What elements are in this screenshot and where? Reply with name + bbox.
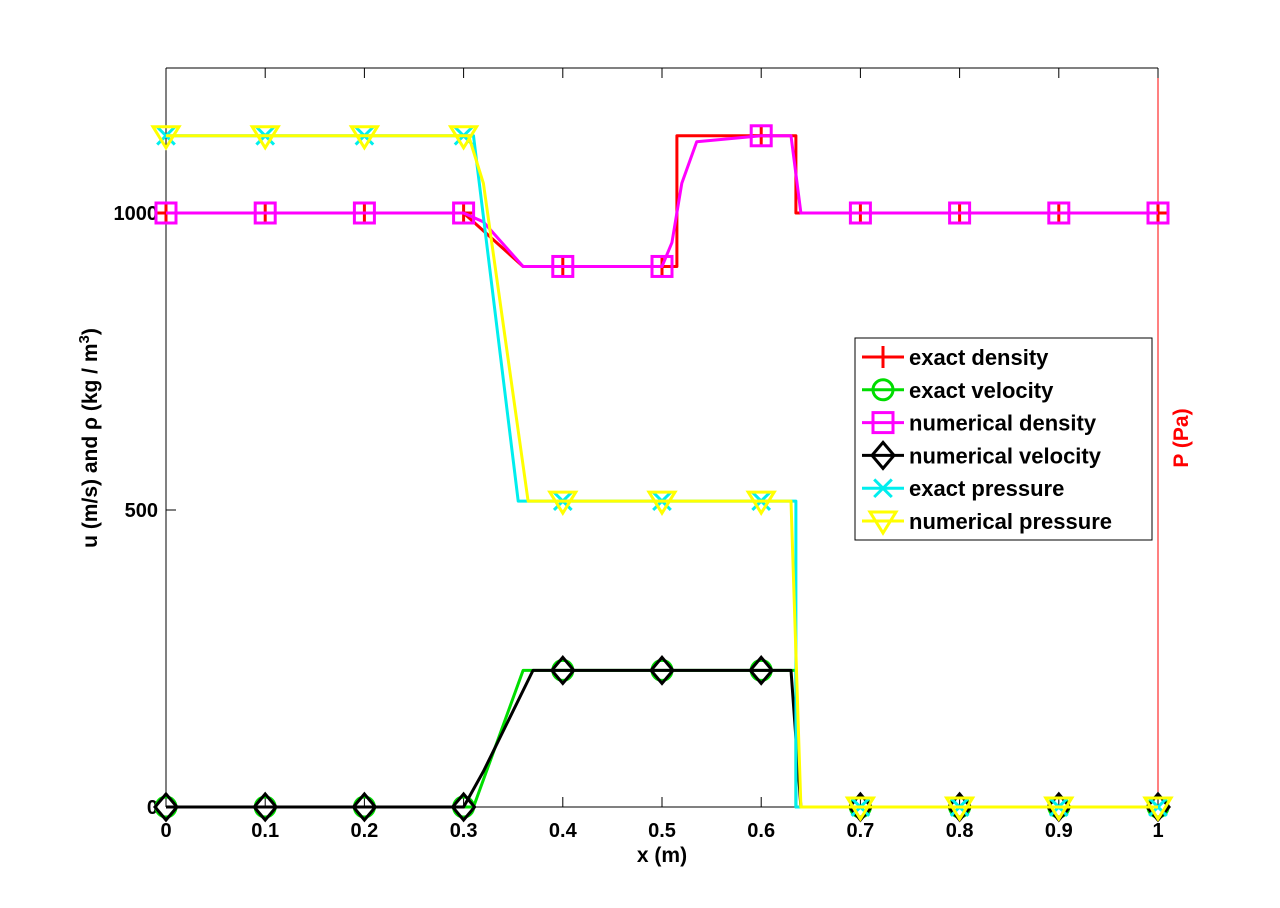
data-marker — [153, 791, 179, 823]
series-numerical-density — [154, 124, 1170, 278]
data-marker — [547, 490, 579, 516]
data-marker — [452, 201, 476, 225]
x-tick-label: 0.4 — [549, 820, 578, 842]
x-tick-label: 0.1 — [251, 820, 279, 842]
data-marker — [1142, 796, 1174, 822]
x-tick-label: 0.5 — [648, 820, 676, 842]
data-marker — [745, 490, 777, 516]
legend-label: numerical pressure — [909, 509, 1112, 534]
legend: exact density exact velocity numerical den… — [854, 337, 1153, 541]
data-marker — [873, 478, 893, 499]
data-marker — [867, 510, 899, 536]
data-marker — [646, 490, 678, 516]
legend-item: numerical pressure — [862, 509, 1112, 536]
x-tick-label: 0.3 — [450, 820, 478, 842]
legend-label: exact density — [909, 345, 1049, 370]
legend-item: exact density — [862, 345, 1049, 370]
y-axis-label-left-main: u (m/s) and ρ (kg / m — [79, 344, 102, 548]
legend-item: numerical velocity — [862, 440, 1102, 471]
data-marker — [348, 125, 381, 151]
y-axis-label-left-sup: 3 — [76, 335, 93, 343]
y-axis-label-left: u (m/s) and ρ (kg / m3) — [76, 328, 102, 548]
x-tick-label: 0.6 — [747, 820, 775, 842]
x-tick-label: 1 — [1152, 820, 1163, 842]
data-marker — [748, 655, 775, 686]
series-numerical-pressure — [150, 125, 1174, 822]
legend-label: numerical velocity — [909, 443, 1102, 468]
data-marker — [549, 655, 576, 686]
x-tick-label: 0.9 — [1045, 820, 1073, 842]
data-marker — [649, 655, 675, 686]
x-tick-label: 0.7 — [846, 820, 874, 842]
data-marker — [450, 791, 477, 823]
y-ticks: 0 500 1000 — [114, 203, 176, 819]
data-marker — [1146, 201, 1170, 225]
data-marker — [252, 791, 279, 823]
data-marker — [154, 201, 178, 225]
y-axis-label-left-group: u (m/s) and ρ (kg / m3) — [76, 328, 102, 548]
data-marker — [150, 125, 182, 151]
y-axis-label-right: P (Pa) — [1170, 408, 1193, 467]
data-marker — [871, 378, 895, 402]
legend-item: numerical density — [862, 411, 1097, 436]
data-marker — [848, 201, 872, 225]
data-marker — [351, 791, 378, 823]
series-line — [166, 134, 1158, 268]
data-marker — [253, 201, 277, 225]
legend-item: exact velocity — [862, 378, 1054, 403]
legend-item: exact pressure — [862, 476, 1064, 501]
y-axis-label-left-close: ) — [79, 328, 102, 335]
x-tick-label: 0.8 — [946, 820, 974, 842]
data-marker — [352, 201, 376, 225]
data-marker — [447, 125, 480, 151]
data-marker — [943, 796, 976, 822]
data-marker — [948, 201, 972, 225]
x-tick-label: 0 — [160, 820, 171, 842]
x-tick-label: 0.2 — [350, 820, 378, 842]
data-marker — [650, 254, 674, 278]
y-tick-label: 1000 — [114, 203, 159, 225]
data-marker — [551, 254, 575, 278]
data-marker — [1043, 796, 1075, 822]
data-marker — [872, 346, 894, 368]
x-ticks: 0 0.1 0.2 0.3 0.4 0.5 0.6 0.7 0.8 0.9 1 — [160, 68, 1164, 842]
legend-label: exact pressure — [909, 476, 1064, 501]
data-marker — [1047, 201, 1071, 225]
data-marker — [870, 440, 896, 471]
data-marker — [249, 125, 281, 151]
legend-box — [854, 337, 1153, 541]
data-marker — [844, 796, 877, 822]
legend-label: exact velocity — [909, 378, 1054, 403]
series-line — [166, 134, 1158, 809]
y-tick-label: 0 — [147, 797, 158, 819]
y-axis-label-right-group: P (Pa) — [1170, 408, 1193, 467]
y-tick-label: 500 — [125, 500, 158, 522]
x-axis-label: x (m) — [637, 844, 687, 867]
series-layer — [150, 124, 1174, 823]
data-marker — [871, 411, 895, 435]
data-marker — [749, 124, 773, 148]
legend-label: numerical density — [909, 411, 1097, 436]
